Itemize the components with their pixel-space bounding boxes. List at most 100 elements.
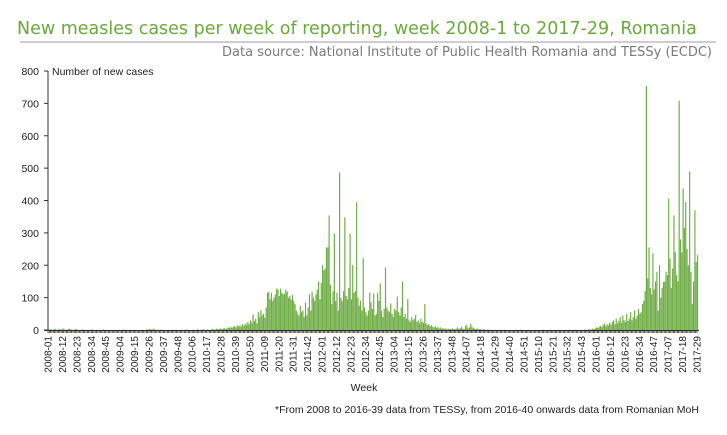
x-tick-label: 2011-09: [260, 336, 271, 372]
bar: [255, 318, 257, 330]
bar: [365, 312, 367, 330]
bar: [373, 293, 375, 330]
bar: [325, 247, 328, 330]
x-tick-label: 2013-04: [390, 336, 401, 373]
bar: [146, 329, 148, 330]
bar: [651, 294, 653, 330]
bar: [636, 315, 638, 330]
bar: [610, 324, 612, 330]
bar: [219, 328, 221, 330]
x-tick-label: 2016-34: [635, 336, 646, 373]
x-tick-label: 2010-06: [188, 336, 199, 373]
bar: [653, 289, 655, 330]
bar: [645, 85, 647, 330]
bar: [197, 329, 199, 330]
bar: [464, 326, 467, 330]
bar: [356, 202, 358, 330]
bar: [236, 325, 238, 330]
bar: [348, 287, 350, 330]
y-tick-label: 300: [21, 228, 39, 240]
x-tick-label: 2014-07: [462, 336, 473, 373]
bar: [466, 325, 468, 330]
bar: [462, 328, 464, 330]
bar: [283, 293, 286, 330]
bar: [415, 315, 417, 330]
bar: [252, 314, 254, 330]
bar: [592, 328, 594, 330]
bar: [304, 302, 307, 330]
bar: [599, 326, 602, 330]
bar: [388, 312, 391, 330]
x-tick-label: 2008-01: [44, 336, 55, 373]
bar: [68, 328, 71, 330]
bar: [442, 328, 444, 330]
bar: [665, 271, 667, 330]
bar: [656, 271, 658, 330]
x-tick-label: 2013-26: [418, 336, 429, 373]
bar: [601, 327, 603, 330]
bar: [300, 312, 303, 330]
bar: [362, 258, 364, 330]
bar: [268, 291, 270, 330]
x-tick-label: 2017-29: [693, 336, 704, 373]
bar: [383, 308, 385, 330]
y-tick-label: 200: [21, 260, 39, 272]
bar: [54, 328, 56, 330]
bar: [150, 329, 152, 330]
bar: [421, 321, 423, 330]
bar: [323, 270, 325, 330]
bar: [286, 291, 288, 330]
bar: [152, 328, 155, 330]
bar: [670, 287, 672, 330]
bar: [222, 328, 224, 330]
bar: [630, 312, 632, 330]
bar: [424, 304, 426, 330]
bar: [685, 202, 687, 330]
y-tick-label: 600: [21, 131, 39, 143]
bar: [588, 329, 590, 330]
bar: [408, 320, 410, 330]
x-tick-label: 2010-28: [217, 336, 228, 373]
bar: [618, 320, 620, 330]
bar: [472, 328, 474, 330]
bar: [443, 329, 446, 330]
bar: [251, 322, 253, 330]
bar: [436, 328, 438, 330]
bar: [694, 210, 696, 330]
bar: [103, 329, 105, 330]
bar: [470, 323, 472, 330]
bar: [314, 300, 316, 330]
bar: [693, 281, 695, 330]
bar: [379, 283, 381, 330]
x-tick-label: 2014-18: [476, 336, 487, 373]
bar: [606, 324, 608, 330]
x-tick-label: 2016-47: [649, 336, 660, 373]
x-tick-label: 2010-17: [202, 336, 213, 373]
bar: [432, 326, 434, 330]
bar: [62, 328, 64, 330]
bar: [63, 329, 65, 330]
y-tick-label: 800: [21, 66, 39, 78]
bar: [648, 247, 650, 330]
bar: [455, 328, 457, 330]
bar: [232, 326, 234, 330]
bar: [476, 328, 478, 330]
bar: [411, 317, 413, 330]
y-tick-label: 0: [33, 325, 39, 337]
bar: [467, 328, 469, 330]
bar: [311, 291, 313, 330]
bar: [605, 326, 607, 330]
bar: [307, 307, 309, 330]
y-tick-label: 400: [21, 196, 39, 208]
x-tick-label: 2010-50: [245, 336, 256, 373]
bar: [398, 312, 400, 330]
x-tick-label: 2012-23: [346, 336, 357, 373]
bar: [239, 325, 241, 330]
bar: [274, 294, 276, 330]
y-tick-label: 500: [21, 163, 39, 175]
bar: [387, 310, 389, 330]
bar: [310, 310, 312, 330]
bar: [394, 308, 396, 330]
bar: [614, 324, 616, 330]
bar: [459, 328, 461, 330]
